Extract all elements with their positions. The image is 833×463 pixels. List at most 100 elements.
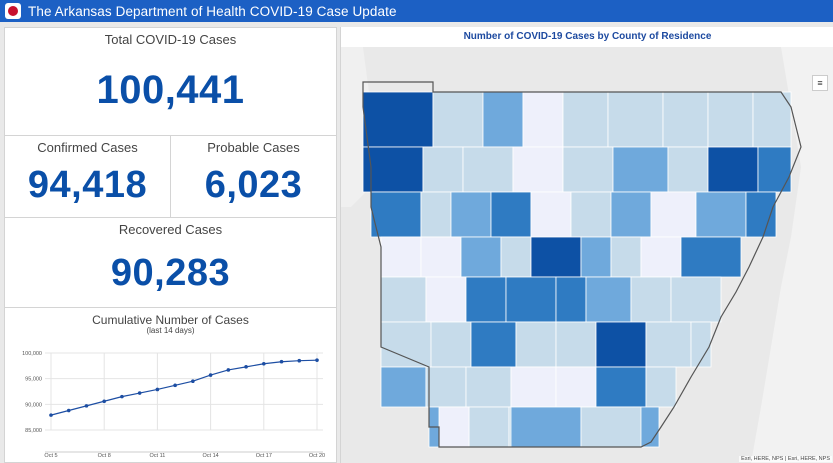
county-region[interactable] <box>610 191 652 238</box>
probable-cases-panel: Probable Cases 6,023 <box>170 135 337 218</box>
confirmed-cases-panel: Confirmed Cases 94,418 <box>4 135 171 218</box>
data-point[interactable] <box>262 361 266 366</box>
county-region[interactable] <box>430 321 472 368</box>
county-region[interactable] <box>482 91 524 148</box>
county-region[interactable] <box>530 236 582 278</box>
map-area[interactable]: ≡ Esri, HERE, NPS | Esri, HERE, NPS <box>341 47 833 463</box>
county-region[interactable] <box>570 191 612 238</box>
county-region[interactable] <box>450 191 492 238</box>
data-point[interactable] <box>279 359 284 364</box>
probable-cases-value: 6,023 <box>204 164 303 206</box>
county-region[interactable] <box>707 146 759 193</box>
data-point[interactable] <box>66 408 71 413</box>
arkansas-county-map[interactable] <box>341 47 833 463</box>
county-region[interactable] <box>422 146 464 193</box>
data-point[interactable] <box>244 365 248 369</box>
adh-logo <box>5 3 21 19</box>
county-region[interactable] <box>662 91 709 148</box>
county-region[interactable] <box>505 276 557 323</box>
county-region[interactable] <box>595 366 647 408</box>
county-region[interactable] <box>752 91 792 148</box>
county-region[interactable] <box>610 236 642 278</box>
county-region[interactable] <box>680 236 742 278</box>
recovered-cases-panel: Recovered Cases 90,283 <box>4 217 337 308</box>
county-region[interactable] <box>425 366 467 408</box>
county-region[interactable] <box>607 91 664 148</box>
county-region[interactable] <box>465 276 507 323</box>
county-region[interactable] <box>420 191 452 238</box>
county-region[interactable] <box>512 146 564 193</box>
data-point[interactable] <box>315 358 319 362</box>
county-region[interactable] <box>757 146 792 193</box>
county-region[interactable] <box>432 91 484 148</box>
data-point[interactable] <box>84 404 89 408</box>
county-region[interactable] <box>695 191 747 238</box>
county-region[interactable] <box>362 91 434 148</box>
county-region[interactable] <box>650 191 697 238</box>
county-region[interactable] <box>380 236 422 278</box>
y-tick-label: 100,000 <box>22 351 42 357</box>
county-region[interactable] <box>522 91 564 148</box>
county-region[interactable] <box>745 191 777 238</box>
county-region[interactable] <box>640 236 682 278</box>
county-region[interactable] <box>380 366 427 408</box>
county-region[interactable] <box>460 236 502 278</box>
county-region[interactable] <box>420 236 462 278</box>
county-region[interactable] <box>612 146 669 193</box>
data-point[interactable] <box>155 387 160 392</box>
cumulative-cases-chart: 85,000 90,000 95,000 100,000 Oct 5 Oct 8 Oct 1… <box>22 351 325 459</box>
data-point[interactable] <box>102 399 106 404</box>
county-region[interactable] <box>510 366 557 408</box>
county-region[interactable] <box>380 276 427 323</box>
county-region[interactable] <box>580 236 612 278</box>
county-region[interactable] <box>707 91 754 148</box>
county-region[interactable] <box>362 146 424 193</box>
data-point[interactable] <box>120 394 124 399</box>
county-region[interactable] <box>580 406 642 448</box>
recovered-cases-label: Recovered Cases <box>118 222 223 237</box>
data-point[interactable] <box>191 379 195 384</box>
county-region[interactable] <box>465 366 512 408</box>
county-region[interactable] <box>425 276 467 323</box>
county-region[interactable] <box>468 406 510 448</box>
county-region[interactable] <box>370 191 422 238</box>
county-region[interactable] <box>555 321 597 368</box>
data-point[interactable] <box>208 373 213 377</box>
data-point[interactable] <box>173 383 177 388</box>
county-region[interactable] <box>562 146 614 193</box>
data-point[interactable] <box>137 391 142 395</box>
county-region[interactable] <box>667 146 709 193</box>
x-tick-label: Oct 11 <box>150 453 166 459</box>
county-region[interactable] <box>438 406 470 448</box>
county-region[interactable] <box>500 236 532 278</box>
county-region[interactable] <box>515 321 557 368</box>
county-map-panel: Number of COVID-19 Cases by County of Re… <box>340 27 833 463</box>
chart-subtitle: (last 14 days) <box>146 326 195 335</box>
data-point[interactable] <box>297 358 302 363</box>
county-region[interactable] <box>555 276 587 323</box>
total-cases-label: Total COVID-19 Cases <box>104 32 237 47</box>
county-region[interactable] <box>530 191 572 238</box>
county-region[interactable] <box>380 321 432 368</box>
county-region[interactable] <box>630 276 672 323</box>
county-region[interactable] <box>595 321 647 368</box>
county-region[interactable] <box>470 321 517 368</box>
county-region[interactable] <box>562 91 609 148</box>
county-region[interactable] <box>555 366 597 408</box>
x-tick-label: Oct 20 <box>309 453 325 459</box>
legend-list-icon[interactable]: ≡ <box>812 75 828 91</box>
data-point[interactable] <box>49 413 53 417</box>
data-point[interactable] <box>226 368 231 372</box>
county-region[interactable] <box>670 276 722 323</box>
seal-icon <box>8 6 18 16</box>
y-tick-label: 95,000 <box>25 377 42 383</box>
county-region[interactable] <box>462 146 514 193</box>
county-region[interactable] <box>645 321 692 368</box>
cases-line <box>50 359 318 416</box>
county-region[interactable] <box>585 276 632 323</box>
county-region[interactable] <box>645 366 677 408</box>
county-region[interactable] <box>510 406 582 448</box>
county-region[interactable] <box>490 191 532 238</box>
county-region[interactable] <box>690 321 712 368</box>
state-outline <box>362 81 802 448</box>
